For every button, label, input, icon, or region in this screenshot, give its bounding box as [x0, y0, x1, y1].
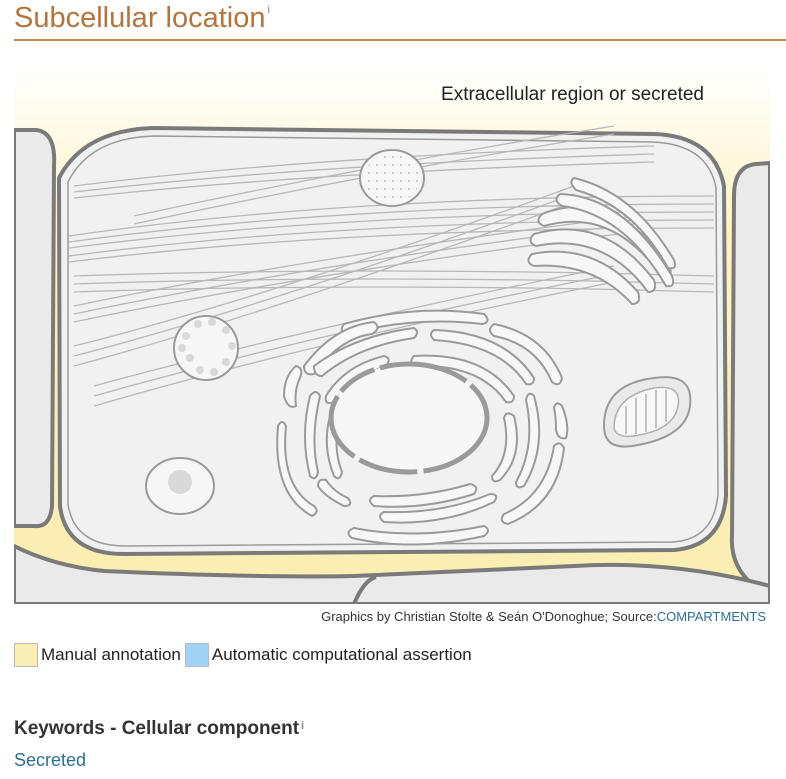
section-title: Subcellular location i [14, 2, 270, 35]
peroxisome [173, 315, 239, 381]
legend-swatch-manual [14, 643, 38, 667]
section-title-text: Subcellular location [14, 2, 266, 34]
cell-membrane-inner [67, 135, 719, 547]
legend-item-manual: Manual annotation [14, 643, 181, 667]
region-label: Extracellular region or secreted [441, 84, 704, 105]
keyword-link-secreted[interactable]: Secreted [14, 750, 87, 770]
vesicle-top [359, 149, 425, 207]
neighbor-cell-right [729, 160, 770, 599]
legend: Manual annotation Automatic computationa… [14, 643, 472, 667]
legend-item-automatic: Automatic computational assertion [184, 643, 472, 667]
cytoskeleton [68, 125, 715, 407]
lysosome [145, 457, 215, 515]
legend-swatch-automatic [184, 643, 209, 667]
neighbor-cell-bottom [14, 543, 770, 604]
credit-text: Graphics by Christian Stolte & Seán O'Do… [321, 609, 657, 624]
golgi-apparatus [527, 176, 677, 306]
bottom-cell-divider [352, 575, 377, 604]
keywords-title: Keywords - Cellular component i [14, 718, 304, 740]
legend-label-automatic: Automatic computational assertion [211, 645, 472, 664]
source-link[interactable]: COMPARTMENTS [656, 609, 766, 624]
info-icon[interactable]: i [267, 4, 270, 16]
keywords-title-text: Keywords - Cellular component [14, 718, 300, 739]
mitochondrion [602, 376, 692, 448]
nucleus [328, 361, 490, 475]
title-divider [14, 39, 786, 41]
legend-label-manual: Manual annotation [41, 645, 181, 664]
neighbor-cell-left [14, 128, 57, 529]
cell-illustration: Extracellular region or secreted [14, 66, 770, 604]
info-icon[interactable]: i [301, 720, 305, 732]
figure-credit: Graphics by Christian Stolte & Seán O'Do… [321, 609, 766, 624]
